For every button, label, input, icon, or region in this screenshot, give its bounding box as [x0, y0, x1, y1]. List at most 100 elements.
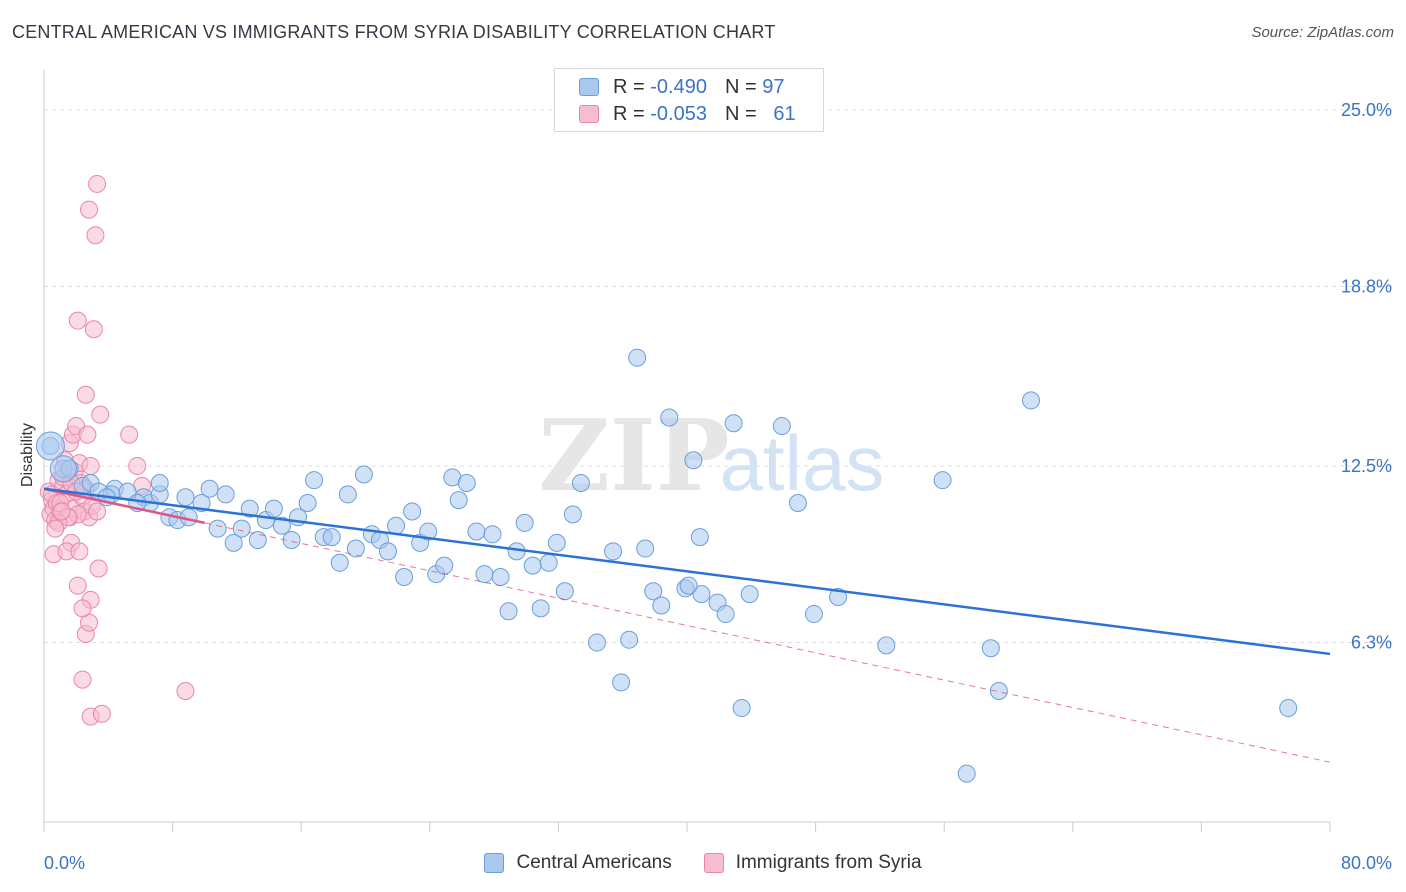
stats-row-immigrants-from-syria: R = -0.053 N = 61 [579, 101, 796, 127]
central-american-point [1279, 699, 1298, 718]
central-american-point [652, 596, 671, 615]
stats-row-central-americans: R = -0.490 N = 97 [579, 74, 784, 100]
source-credit: Source: ZipAtlas.com [1251, 24, 1394, 41]
central-american-point [690, 528, 709, 547]
central-american-point [523, 556, 542, 575]
syria-point [120, 425, 139, 444]
central-american-point [216, 485, 235, 504]
syria-point [92, 704, 111, 723]
central-american-point [338, 485, 357, 504]
central-american-point [346, 539, 365, 558]
r-label: R = [613, 102, 645, 125]
legend-item-central-americans[interactable]: Central Americans [484, 852, 672, 874]
syria-point [88, 174, 107, 193]
y-tick-label: 25.0% [1341, 100, 1392, 120]
central-american-point [515, 513, 534, 532]
central-american-point [467, 522, 486, 541]
central-american-point [475, 565, 494, 584]
central-american-point [981, 639, 1000, 658]
y-tick-label: 12.5% [1341, 456, 1392, 476]
central-american-point [49, 455, 77, 483]
central-american-point [395, 568, 414, 587]
central-american-point [644, 582, 663, 601]
central-american-point [240, 499, 259, 518]
central-american-point [531, 599, 550, 618]
syria-point [80, 200, 99, 219]
central-american-point [684, 451, 703, 470]
series-central-americans [35, 348, 1298, 783]
central-american-point [555, 582, 574, 601]
central-american-point [322, 528, 341, 547]
n-label: N = [724, 75, 757, 98]
syria-point [78, 425, 97, 444]
n-label: N = [724, 102, 757, 125]
legend-label-immigrants-from-syria: Immigrants from Syria [735, 852, 922, 873]
y-tick-label: 6.3% [1351, 633, 1392, 653]
central-american-point [232, 519, 251, 538]
central-american-point [150, 474, 169, 493]
central-american-point [387, 516, 406, 535]
central-american-point [35, 431, 65, 461]
syria-point [89, 559, 108, 578]
legend-swatch-pink [703, 853, 724, 873]
central-american-point [248, 531, 267, 549]
blue-swatch [579, 78, 599, 96]
central-american-point [224, 533, 243, 552]
syria-point [176, 681, 195, 700]
central-american-point [829, 587, 848, 606]
central-american-point [933, 471, 952, 490]
n-value: 97 [762, 75, 785, 98]
central-american-point [692, 585, 711, 604]
central-american-point [539, 553, 558, 572]
central-american-point [547, 533, 566, 552]
central-american-point [403, 502, 422, 521]
legend-swatch-blue [484, 853, 505, 873]
central-american-point [772, 417, 791, 436]
x-tick-label: 0.0% [44, 853, 85, 873]
syria-point [86, 226, 105, 245]
central-american-point [604, 542, 623, 561]
syria-point [84, 320, 103, 339]
central-american-point [491, 568, 510, 587]
syria-point [68, 576, 87, 595]
central-american-point [877, 636, 896, 655]
central-american-point [457, 474, 476, 493]
chart-title: CENTRAL AMERICAN VS IMMIGRANTS FROM SYRI… [12, 22, 776, 42]
syria-point [68, 311, 87, 330]
syria-point [52, 502, 71, 521]
r-value: -0.490 [650, 75, 707, 98]
legend-item-immigrants-from-syria[interactable]: Immigrants from Syria [703, 852, 922, 874]
central-american-point [449, 491, 468, 510]
x-tick-label: 80.0% [1341, 853, 1392, 873]
y-tick-label: 18.8% [1341, 276, 1392, 296]
n-value: 61 [773, 102, 796, 125]
syria-trend-line [43, 487, 206, 525]
central-american-point [379, 542, 398, 561]
central-american-point [419, 522, 438, 541]
central-american-point [305, 471, 324, 490]
syria-point [128, 456, 147, 475]
watermark-atlas: atlas [720, 419, 885, 507]
central-american-trend-line [43, 487, 1331, 656]
central-american-point [563, 505, 582, 524]
central-american-point [716, 605, 735, 624]
trend-lines [43, 487, 1331, 763]
central-american-point [788, 493, 807, 512]
central-american-point [989, 681, 1008, 700]
grid-lines [44, 109, 1392, 644]
syria-point [91, 405, 110, 424]
central-american-point [272, 516, 291, 535]
central-american-point [1022, 391, 1041, 410]
central-american-point [620, 630, 639, 649]
central-american-point [298, 493, 317, 512]
central-american-point [660, 408, 679, 427]
central-american-point [330, 553, 349, 572]
central-american-point [208, 519, 227, 538]
series-legend: Central Americans Immigrants from Syria [0, 852, 1406, 874]
central-american-point [636, 539, 655, 558]
syria-point [73, 599, 92, 618]
central-american-point [571, 474, 590, 493]
central-american-point [679, 576, 698, 595]
central-american-point [612, 673, 631, 692]
